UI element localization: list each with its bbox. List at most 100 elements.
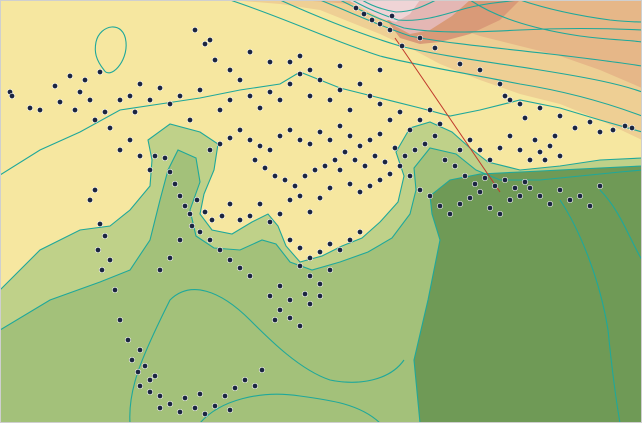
sample-point (99, 266, 106, 273)
sample-point (137, 81, 144, 88)
sample-point (97, 221, 104, 228)
sample-point (296, 262, 303, 269)
sample-point (247, 272, 254, 279)
sample-point (326, 137, 333, 144)
sample-point (152, 372, 159, 379)
sample-point (596, 183, 603, 190)
sample-point (566, 197, 573, 204)
sample-point (258, 366, 265, 373)
sample-point (222, 392, 229, 399)
sample-point (232, 384, 239, 391)
sample-point (296, 52, 303, 59)
sample-point (306, 255, 313, 262)
sample-point (194, 197, 201, 204)
sample-point (351, 157, 358, 164)
sample-point (117, 97, 124, 104)
sample-point (621, 123, 628, 130)
sample-point (97, 69, 104, 76)
sample-point (227, 97, 234, 104)
sample-point (102, 233, 109, 240)
sample-point (207, 237, 214, 244)
sample-point (152, 153, 159, 160)
sample-point (426, 107, 433, 114)
sample-point (366, 183, 373, 190)
sample-point (207, 36, 214, 43)
sample-point (341, 149, 348, 156)
sample-point (368, 16, 375, 23)
sample-point (87, 197, 94, 204)
sample-point (471, 181, 478, 188)
sample-point (112, 286, 119, 293)
sample-point (227, 67, 234, 74)
sample-point (496, 81, 503, 88)
sample-point (167, 400, 174, 407)
sample-point (286, 127, 293, 134)
sample-point (516, 193, 523, 200)
sample-point (356, 81, 363, 88)
sample-point (266, 147, 273, 154)
sample-point (531, 137, 538, 144)
sample-point (431, 133, 438, 140)
sample-point (316, 129, 323, 136)
sample-point (388, 13, 395, 20)
sample-point (501, 177, 508, 184)
sample-point (486, 205, 493, 212)
sample-point (361, 163, 368, 170)
sample-point (506, 133, 513, 140)
sample-point (421, 141, 428, 148)
sample-point (227, 256, 234, 263)
sample-point (536, 193, 543, 200)
sample-point (476, 147, 483, 154)
sample-point (147, 167, 154, 174)
sample-point (536, 105, 543, 112)
sample-point (157, 266, 164, 273)
sample-point (147, 376, 154, 383)
sample-point (336, 87, 343, 94)
sample-point (436, 121, 443, 128)
sample-point (271, 316, 278, 323)
sample-point (252, 382, 259, 389)
sample-point (556, 113, 563, 120)
sample-point (296, 71, 303, 78)
sample-point (571, 125, 578, 132)
sample-point (51, 83, 58, 90)
sample-point (301, 173, 308, 180)
sample-point (316, 249, 323, 256)
sample-point (107, 256, 114, 263)
sample-point (346, 181, 353, 188)
sample-point (182, 394, 189, 401)
sample-point (82, 77, 89, 84)
sample-point (376, 20, 383, 27)
sample-point (227, 201, 234, 208)
sample-point (197, 229, 204, 236)
sample-point (291, 183, 298, 190)
sample-point (596, 129, 603, 136)
sample-point (360, 11, 367, 18)
sample-point (306, 272, 313, 279)
sample-point (536, 149, 543, 156)
sample-point (551, 133, 558, 140)
sample-point (177, 237, 184, 244)
sample-point (326, 266, 333, 273)
sample-point (401, 153, 408, 160)
sample-point (586, 203, 593, 210)
sample-point (127, 93, 134, 100)
sample-point (212, 402, 219, 409)
sample-point (326, 185, 333, 192)
sample-point (137, 382, 144, 389)
sample-point (336, 62, 343, 69)
sample-point (276, 133, 283, 140)
sample-point (167, 169, 174, 176)
sample-point (416, 187, 423, 194)
sample-point (356, 229, 363, 236)
sample-point (371, 153, 378, 160)
sample-point (628, 125, 635, 132)
sample-point (576, 193, 583, 200)
sample-point (296, 322, 303, 329)
sample-point (376, 131, 383, 138)
sample-point (446, 211, 453, 218)
sample-point (276, 97, 283, 104)
sample-point (137, 346, 144, 353)
sample-point (147, 388, 154, 395)
sample-point (411, 147, 418, 154)
